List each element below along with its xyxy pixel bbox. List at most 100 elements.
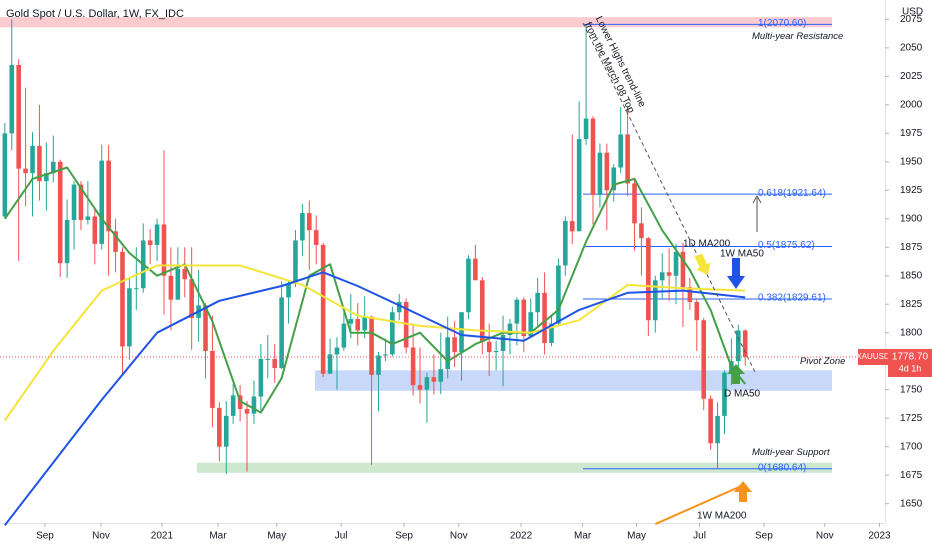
candle-body	[680, 251, 686, 288]
candle-body	[736, 330, 741, 362]
candle-body	[168, 275, 174, 300]
candle-body	[569, 221, 575, 232]
zone	[0, 17, 832, 28]
x-tick-label: Sep	[755, 531, 773, 542]
y-tick-label: 2000	[900, 99, 923, 110]
candle-body	[611, 167, 617, 191]
candle-body	[376, 355, 381, 375]
candle-body	[258, 358, 264, 397]
candle-body	[369, 316, 374, 375]
candle-body	[424, 377, 430, 390]
x-tick-label: 2023	[868, 531, 891, 542]
candle-body	[71, 184, 77, 220]
candle-body	[403, 301, 409, 348]
candle-body	[583, 118, 589, 140]
candle-body	[715, 415, 720, 444]
candle-body	[417, 385, 423, 390]
x-tick-label: Jul	[693, 531, 706, 542]
candle-body	[694, 301, 700, 321]
candle-body	[120, 251, 125, 347]
y-tick-label: 1900	[900, 213, 923, 224]
currency: USD	[902, 7, 923, 18]
candle-body	[625, 134, 630, 184]
candle-body	[30, 145, 35, 174]
y-tick-label: 1700	[900, 441, 923, 452]
candle-body	[362, 316, 367, 331]
fib-label: 1(2070.60)	[758, 18, 806, 29]
ma-label: 1W MA200	[697, 511, 747, 522]
candle-body	[279, 297, 284, 369]
y-tick-label: 2075	[900, 14, 923, 25]
y-tick-label: 1950	[900, 156, 923, 167]
zone-label: Multi-year Resistance	[752, 31, 843, 42]
ma-line	[4, 271, 746, 526]
candle-body	[390, 312, 395, 355]
candle-body	[57, 161, 63, 264]
candle-body	[452, 337, 457, 353]
candle-body	[223, 415, 229, 447]
x-tick-label: Nov	[816, 531, 834, 542]
candle-body	[113, 231, 118, 252]
price-label: 1778.70	[892, 352, 929, 363]
candle-body	[521, 299, 527, 337]
candle-body	[556, 265, 561, 324]
target-arrow	[752, 194, 762, 232]
candle-body	[265, 358, 271, 360]
candle-body	[127, 288, 132, 347]
candle-body	[99, 160, 105, 244]
x-tick-label: Nov	[92, 531, 110, 542]
yellow-arrow	[694, 253, 711, 275]
candle-body	[687, 287, 693, 302]
y-tick-label: 1825	[900, 299, 923, 310]
x-tick-label: Mar	[574, 531, 592, 542]
candle-body	[479, 280, 485, 342]
candle-body	[542, 292, 547, 343]
candle-body	[618, 134, 623, 168]
chart-title: Gold Spot / U.S. Dollar, 1W, FX_IDC	[6, 8, 184, 20]
candle-body	[293, 240, 298, 284]
y-tick-label: 1800	[900, 327, 923, 338]
candle-body	[244, 409, 250, 414]
y-tick-label: 1875	[900, 242, 923, 253]
x-tick-label: May	[627, 531, 646, 542]
x-tick-label: 2021	[151, 531, 174, 542]
fib-label: 0.382(1829.61)	[758, 293, 826, 304]
x-tick-label: Mar	[209, 531, 227, 542]
candle-body	[341, 323, 347, 348]
candle-body	[486, 341, 492, 353]
x-tick-label: Sep	[395, 531, 413, 542]
candle-body	[154, 224, 160, 245]
green-arrow	[727, 364, 745, 384]
candle-body	[632, 183, 637, 224]
y-tick-label: 1675	[900, 470, 923, 481]
candle-body	[701, 320, 707, 399]
y-tick-label: 1725	[900, 413, 923, 424]
candle-body	[307, 213, 312, 231]
candle-body	[445, 337, 450, 370]
candle-body	[313, 230, 319, 245]
candle-body	[507, 323, 513, 335]
fib-label: 0.5(1875.62)	[758, 240, 815, 251]
ma-label: D MA50	[724, 389, 761, 400]
candle-body	[334, 347, 340, 355]
candle-body	[210, 350, 215, 408]
candle-body	[203, 305, 208, 351]
candle-body	[147, 240, 153, 245]
candle-body	[16, 64, 21, 169]
candle-body	[64, 219, 70, 264]
candle-body	[175, 268, 181, 300]
candle-body	[106, 160, 111, 232]
symbol-box	[858, 348, 888, 365]
x-tick-label: Nov	[450, 531, 468, 542]
candle-body	[604, 152, 610, 191]
candle-body	[493, 350, 499, 353]
candle-body	[182, 268, 188, 280]
candle-body	[23, 168, 28, 174]
y-tick-label: 1750	[900, 384, 923, 395]
y-tick-label: 1975	[900, 128, 923, 139]
x-tick-label: Sep	[36, 531, 54, 542]
candle-body	[466, 258, 471, 313]
candle-body	[708, 398, 713, 444]
orange-arrow	[734, 481, 752, 502]
